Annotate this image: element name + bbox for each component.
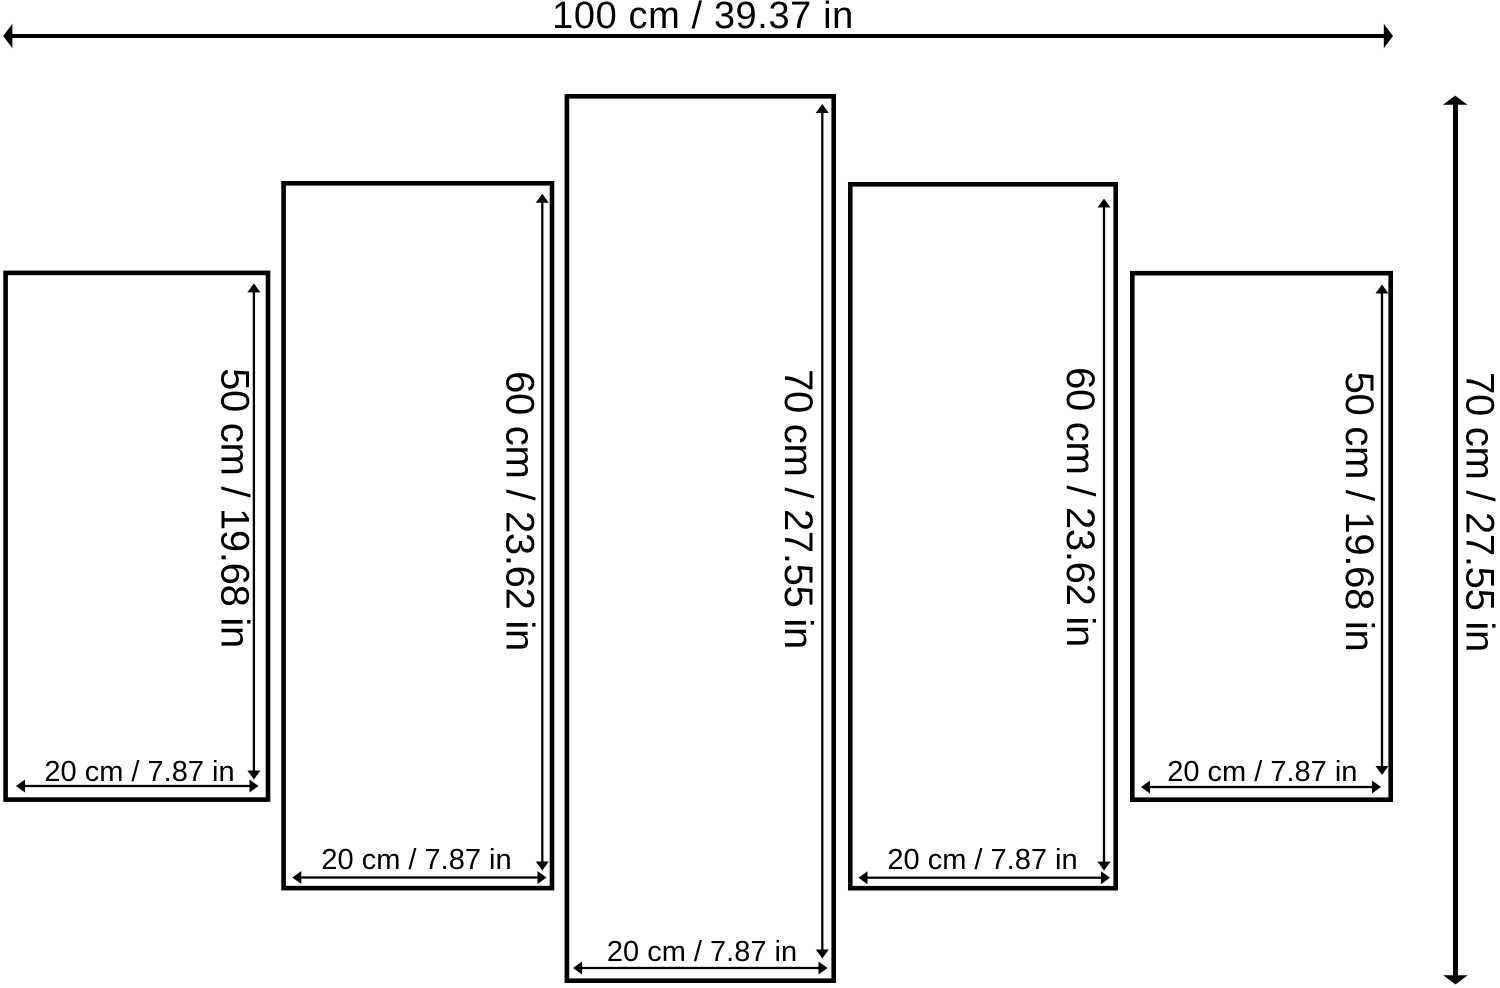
svg-text:20 cm / 7.87 in: 20 cm / 7.87 in	[1167, 756, 1357, 788]
svg-text:100 cm / 39.37 in: 100 cm / 39.37 in	[552, 0, 854, 37]
svg-text:50 cm / 19.68 in: 50 cm / 19.68 in	[1337, 372, 1381, 652]
svg-text:60 cm / 23.62 in: 60 cm / 23.62 in	[1058, 367, 1102, 647]
svg-text:20 cm / 7.87 in: 20 cm / 7.87 in	[607, 936, 797, 968]
svg-text:70 cm / 27.55 in: 70 cm / 27.55 in	[776, 369, 820, 649]
svg-text:20 cm / 7.87 in: 20 cm / 7.87 in	[321, 844, 511, 876]
svg-text:20 cm / 7.87 in: 20 cm / 7.87 in	[44, 756, 234, 788]
svg-text:50 cm / 19.68 in: 50 cm / 19.68 in	[213, 368, 257, 648]
svg-text:20 cm / 7.87 in: 20 cm / 7.87 in	[887, 844, 1077, 876]
svg-text:60 cm / 23.62 in: 60 cm / 23.62 in	[498, 371, 542, 651]
svg-text:70 cm / 27.55 in: 70 cm / 27.55 in	[1458, 372, 1500, 652]
